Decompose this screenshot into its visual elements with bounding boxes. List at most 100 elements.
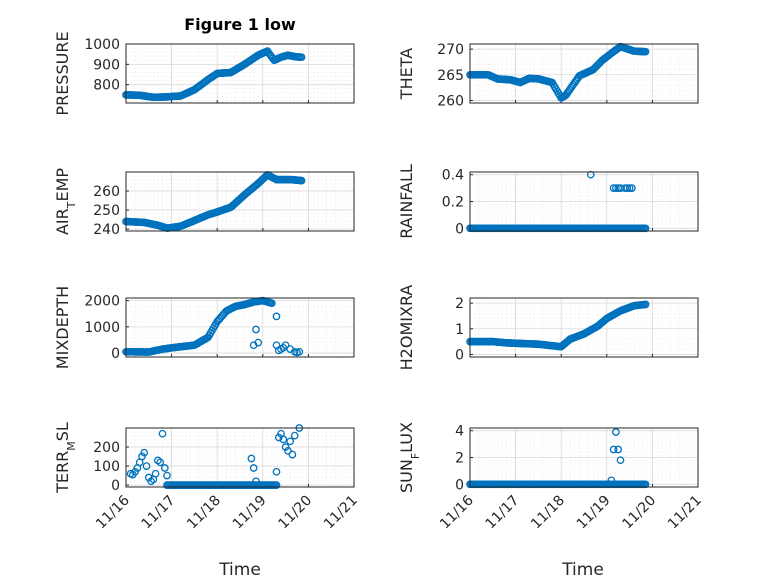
x-tick-label: 11/18 xyxy=(528,493,568,533)
y-tick-label: 1 xyxy=(455,322,464,338)
x-tick-label: 11/20 xyxy=(619,493,659,533)
axes-box xyxy=(469,43,699,104)
data-point xyxy=(151,469,160,478)
y-axis-label: PRESSURE xyxy=(53,31,72,115)
x-axis-label-left: Time xyxy=(218,560,261,580)
panel-pressure: 800 900 1000 PRESSURE xyxy=(53,31,355,116)
x-tick-label: 11/19 xyxy=(574,493,614,533)
data-point xyxy=(281,341,290,350)
y-tick-label: 0 xyxy=(455,347,464,363)
x-tick-label: 11/20 xyxy=(275,493,315,533)
y-tick-label: 0 xyxy=(455,477,464,493)
data-point xyxy=(154,456,162,465)
y-tick-label: 0 xyxy=(111,478,120,494)
x-tick-label: 11/17 xyxy=(139,493,179,533)
y-axis-label: RAINFALL xyxy=(397,164,416,239)
data-point xyxy=(625,184,634,192)
panel-h2omixra: 0 1 2 H2OMIXRA xyxy=(397,285,699,371)
data-point xyxy=(163,471,171,480)
y-axis-label: AIRTEMP xyxy=(53,168,78,235)
y-tick-label: 2 xyxy=(455,451,464,467)
axes-box xyxy=(125,43,355,104)
x-tick-label: 11/16 xyxy=(437,492,477,532)
data-point xyxy=(641,47,650,56)
data-point xyxy=(623,184,632,192)
data-point xyxy=(249,464,258,472)
data-point xyxy=(284,446,292,455)
data-point xyxy=(252,477,260,486)
data-point xyxy=(160,464,169,472)
axes-box xyxy=(469,297,699,358)
y-tick-label: 1000 xyxy=(84,37,120,53)
data-point xyxy=(131,467,139,476)
data-point xyxy=(612,184,620,192)
y-tick-label: 100 xyxy=(93,459,120,475)
panel-theta: 260 265 270 THETA xyxy=(397,42,699,109)
x-axis-label-right: Time xyxy=(561,560,604,580)
data-point xyxy=(140,448,149,457)
data-point xyxy=(286,437,295,446)
data-point xyxy=(290,431,299,440)
data-point xyxy=(272,481,281,489)
data-point xyxy=(609,445,618,454)
data-point xyxy=(156,458,165,467)
data-point xyxy=(272,467,281,476)
panel-mixdepth: 0 1000 2000 MIXDEPTH xyxy=(53,286,355,369)
y-tick-label: 2 xyxy=(455,296,464,312)
y-tick-label: 270 xyxy=(437,42,464,58)
x-tick-label: 11/16 xyxy=(93,492,133,532)
y-tick-label: 260 xyxy=(93,184,120,200)
data-point xyxy=(158,429,167,438)
data-point xyxy=(247,454,256,463)
data-point xyxy=(297,53,306,62)
data-point xyxy=(138,452,146,461)
x-tick-label: 11/18 xyxy=(184,493,224,533)
y-tick-label: 240 xyxy=(93,222,120,238)
data-point xyxy=(252,325,260,334)
y-tick-label: 2000 xyxy=(84,294,120,310)
y-tick-label: 900 xyxy=(93,57,120,73)
y-axis-label: H2OMIXRA xyxy=(397,285,416,371)
data-point xyxy=(628,184,636,192)
data-point xyxy=(616,456,625,465)
data-point xyxy=(295,347,304,356)
data-point xyxy=(144,473,153,482)
y-tick-label: 0.4 xyxy=(442,168,464,184)
y-axis-label: THETA xyxy=(397,48,416,100)
y-tick-label: 1000 xyxy=(84,320,120,336)
data-point xyxy=(142,462,151,470)
panel-airtemp: 240 250 260 AIRTEMP xyxy=(53,168,355,238)
panel-sunflux: 0 2 4 11/16 11/17 11/18 11/19 11/20 11/21 SUNFLUX xyxy=(397,422,705,532)
y-tick-label: 0.2 xyxy=(442,195,464,211)
data-point xyxy=(147,477,155,486)
data-point xyxy=(641,300,650,309)
data-point xyxy=(297,176,306,185)
data-point xyxy=(607,476,616,485)
data-point xyxy=(254,338,263,347)
data-point xyxy=(279,435,288,444)
axes-box xyxy=(125,427,355,488)
panel-rainfall: 0 0.2 0.4 RAINFALL xyxy=(397,164,699,239)
data-point xyxy=(272,312,281,321)
y-tick-label: 4 xyxy=(455,424,464,440)
x-tick-label: 11/21 xyxy=(665,493,705,533)
data-point xyxy=(288,450,297,459)
data-point xyxy=(274,433,283,442)
data-point xyxy=(281,443,290,451)
figure-title: Figure 1 low xyxy=(184,15,296,34)
y-axis-label: SUNFLUX xyxy=(397,422,422,493)
y-tick-label: 0 xyxy=(455,221,464,237)
x-tick-label: 11/19 xyxy=(230,493,270,533)
y-tick-label: 800 xyxy=(93,78,120,94)
axes-box xyxy=(125,297,355,358)
axes-box xyxy=(125,171,355,232)
data-point xyxy=(614,445,623,454)
y-tick-label: 265 xyxy=(437,68,464,84)
y-tick-label: 200 xyxy=(93,440,120,456)
y-tick-label: 0 xyxy=(111,346,120,362)
panel-terrmsl: 0 100 200 11/16 11/17 11/18 11/19 11/20 11/21 TER… xyxy=(53,422,361,532)
y-axis-label: TERRMSL xyxy=(53,422,78,494)
x-tick-label: 11/21 xyxy=(321,493,361,533)
y-tick-label: 250 xyxy=(93,203,120,219)
